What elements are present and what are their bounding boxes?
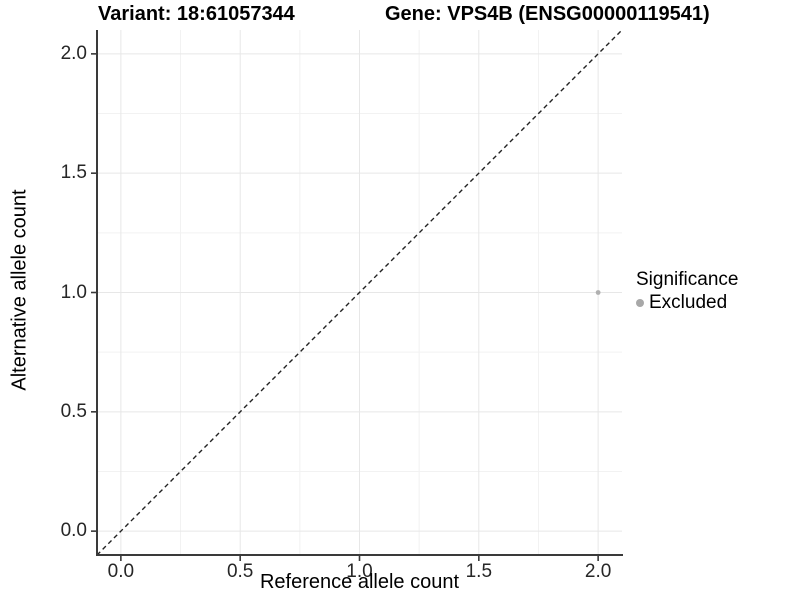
x-tick-label: 1.0 [346,561,373,582]
legend-key-dot [636,298,644,307]
plot-title-gene: Gene: VPS4B (ENSG00000119541) [385,3,710,25]
y-tick-label: 2.0 [60,42,87,64]
legend: Significance Excluded [636,268,738,314]
x-tick-label: 1.5 [465,561,493,582]
y-axis-title: Alternative allele count [8,189,31,391]
data-point-excluded [595,290,601,295]
identity-dashed-line [96,29,623,556]
y-tick-label: 0.5 [60,400,87,422]
legend-title: Significance [636,269,739,290]
x-axis-title: Reference allele count [259,571,459,593]
y-tick-label: 1.5 [60,162,87,184]
y-tick-label: 1.0 [60,281,87,303]
x-tick-label: 2.0 [584,561,612,582]
x-tick-label: 0.5 [226,561,254,582]
plot-title-variant: Variant: 18:61057344 [98,3,295,25]
legend-item-excluded: Excluded [636,291,738,314]
legend-item-label: Excluded [649,292,728,313]
x-tick-label: 0.0 [107,561,135,582]
y-tick-label: 0.0 [60,520,87,542]
